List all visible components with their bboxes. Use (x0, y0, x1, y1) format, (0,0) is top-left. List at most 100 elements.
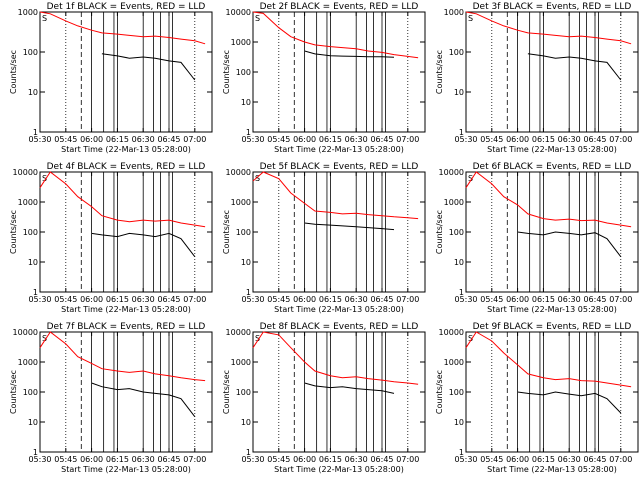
x-tick-label: 06:00 (293, 455, 316, 464)
x-tick-label: 05:30 (28, 295, 51, 304)
y-tick-label: 1 (459, 128, 464, 137)
x-tick-label: 05:30 (454, 135, 477, 144)
panel-title: Det 5f BLACK = Events, RED = LLD (260, 162, 419, 172)
y-tick-label: 1000 (231, 358, 251, 367)
x-tick-label: 05:45 (267, 455, 290, 464)
y-tick-label: 100 (236, 228, 251, 237)
x-tick-label: 06:45 (157, 135, 180, 144)
x-tick-label: 06:00 (80, 135, 103, 144)
y-tick-label: 1 (33, 448, 38, 457)
y-axis-label: Counts/sec (9, 50, 18, 94)
lld-series-line (39, 331, 206, 382)
x-tick-label: 06:15 (532, 455, 555, 464)
x-tick-label: 05:45 (54, 455, 77, 464)
y-tick-label: 100 (449, 48, 464, 57)
corner-mark: S (255, 174, 260, 183)
y-tick-label: 10 (454, 418, 464, 427)
x-tick-label: 05:30 (241, 455, 264, 464)
events-series-line (91, 232, 196, 258)
y-tick-label: 100 (236, 388, 251, 397)
x-tick-label: 05:30 (28, 455, 51, 464)
panel-6: Det 6f BLACK = Events, RED = LLD 1 10 100 10… (435, 162, 639, 314)
x-tick-label: 06:00 (80, 455, 103, 464)
x-tick-label: 06:45 (370, 455, 393, 464)
corner-mark: S (468, 14, 473, 23)
x-tick-label: 06:00 (506, 455, 529, 464)
x-axis-label: Start Time (22-Mar-13 05:28:00) (274, 465, 404, 474)
lld-series-line (465, 11, 632, 45)
x-axis-label: Start Time (22-Mar-13 05:28:00) (61, 145, 191, 154)
x-axis-label: Start Time (22-Mar-13 05:28:00) (487, 305, 617, 314)
x-tick-label: 06:30 (345, 455, 368, 464)
y-tick-label: 10 (28, 88, 38, 97)
y-axis-label: Counts/sec (435, 210, 444, 254)
corner-mark: S (42, 14, 47, 23)
y-tick-label: 1 (246, 128, 251, 137)
x-tick-label: 05:45 (54, 295, 77, 304)
x-tick-label: 07:00 (183, 455, 206, 464)
x-tick-label: 05:45 (480, 135, 503, 144)
y-tick-label: 1000 (444, 198, 464, 207)
x-tick-label: 05:45 (54, 135, 77, 144)
x-tick-label: 06:00 (506, 295, 529, 304)
x-tick-label: 05:30 (241, 295, 264, 304)
y-tick-label: 1000 (231, 198, 251, 207)
y-axis-label: Counts/sec (9, 370, 18, 414)
x-tick-label: 06:45 (157, 455, 180, 464)
x-tick-label: 06:30 (345, 135, 368, 144)
y-tick-label: 10000 (226, 328, 251, 337)
x-axis-label: Start Time (22-Mar-13 05:28:00) (487, 145, 617, 154)
panel-3: Det 3f BLACK = Events, RED = LLD 1 10 100 10… (435, 2, 639, 154)
x-tick-label: 05:45 (267, 295, 290, 304)
x-tick-label: 06:15 (319, 295, 342, 304)
y-tick-label: 100 (23, 228, 38, 237)
lld-series-line (252, 11, 419, 59)
x-tick-label: 06:45 (370, 135, 393, 144)
panel-9: Det 9f BLACK = Events, RED = LLD 1 10 100 10… (435, 322, 639, 474)
corner-mark: S (42, 334, 47, 343)
y-tick-label: 1 (33, 128, 38, 137)
y-tick-label: 10000 (13, 328, 38, 337)
y-tick-label: 1 (246, 448, 251, 457)
panel-7: Det 7f BLACK = Events, RED = LLD 1 10 100 10… (9, 322, 213, 474)
x-tick-label: 05:30 (241, 135, 264, 144)
y-tick-label: 10 (241, 258, 251, 267)
events-series-line (517, 391, 622, 414)
y-tick-label: 10000 (439, 168, 464, 177)
y-axis-label: Counts/sec (9, 210, 18, 254)
x-tick-label: 05:45 (480, 295, 503, 304)
x-tick-label: 06:45 (583, 135, 606, 144)
x-tick-label: 06:15 (106, 135, 129, 144)
x-tick-label: 07:00 (609, 295, 632, 304)
y-axis-label: Counts/sec (222, 210, 231, 254)
y-axis-label: Counts/sec (222, 370, 231, 414)
corner-mark: S (255, 14, 260, 23)
x-tick-label: 06:30 (132, 135, 155, 144)
panel-1: Det 1f BLACK = Events, RED = LLD 1 10 100 10… (9, 2, 213, 154)
y-tick-label: 100 (236, 68, 251, 77)
y-tick-label: 1000 (18, 198, 38, 207)
events-series-line (304, 50, 395, 58)
panel-title: Det 9f BLACK = Events, RED = LLD (473, 322, 632, 332)
y-tick-label: 1 (459, 448, 464, 457)
x-tick-label: 06:45 (583, 455, 606, 464)
events-series-line (101, 53, 196, 81)
x-tick-label: 06:15 (532, 295, 555, 304)
panel-title: Det 3f BLACK = Events, RED = LLD (473, 2, 632, 12)
x-tick-label: 06:30 (345, 295, 368, 304)
y-tick-label: 10000 (226, 168, 251, 177)
panel-5: Det 5f BLACK = Events, RED = LLD 1 10 100 10… (222, 162, 426, 314)
x-tick-label: 06:00 (293, 295, 316, 304)
plot-frame (39, 11, 213, 133)
lld-series-line (252, 331, 419, 385)
x-tick-label: 06:15 (319, 135, 342, 144)
x-axis-label: Start Time (22-Mar-13 05:28:00) (274, 145, 404, 154)
y-tick-label: 100 (449, 388, 464, 397)
y-tick-label: 10 (454, 88, 464, 97)
y-axis-label: Counts/sec (222, 50, 231, 94)
corner-mark: S (468, 174, 473, 183)
lld-series-line (39, 171, 206, 228)
y-axis-label: Counts/sec (435, 50, 444, 94)
x-tick-label: 06:30 (558, 455, 581, 464)
x-axis-label: Start Time (22-Mar-13 05:28:00) (274, 305, 404, 314)
